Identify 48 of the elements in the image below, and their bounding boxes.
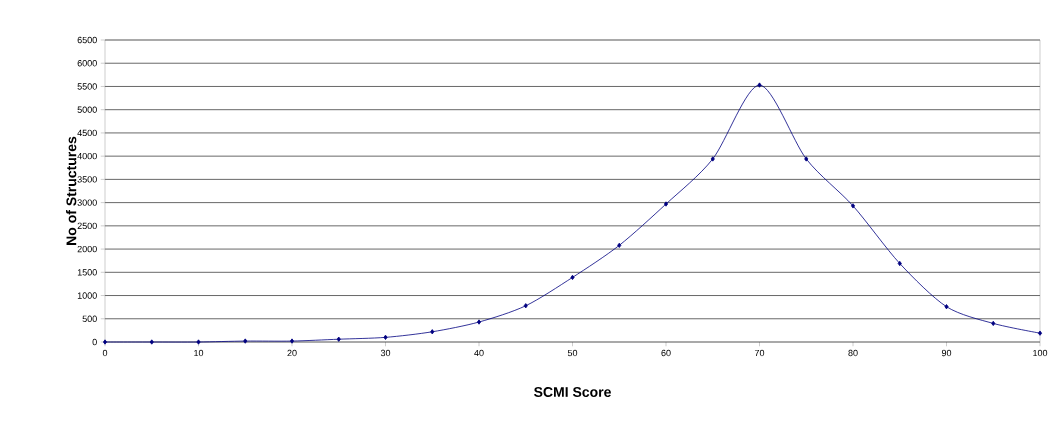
point (897, 260, 902, 267)
point (850, 203, 856, 209)
y-tick-label: 1000 (77, 292, 97, 299)
point (196, 339, 201, 345)
x-tick-label: 0 (102, 349, 108, 357)
point (757, 82, 762, 88)
point (991, 320, 996, 327)
y-tick-label: 6000 (77, 60, 97, 67)
point (102, 339, 108, 345)
x-tick-label: 10 (194, 349, 204, 357)
x-tick-label: 40 (474, 349, 484, 357)
x-axis-title: SCMI Score (534, 387, 611, 397)
x-tick-label: 30 (380, 349, 391, 357)
y-tick-label: 3500 (77, 176, 97, 183)
y-tick-label: 2000 (77, 245, 97, 253)
point (663, 201, 669, 207)
y-tick-label: 1500 (77, 269, 97, 276)
point (476, 319, 482, 325)
x-tick-label: 100 (1033, 349, 1048, 357)
y-tick-label: 0 (92, 338, 97, 346)
y-tick-label: 500 (82, 315, 97, 322)
x-tick-label: 60 (661, 349, 671, 357)
x-tick-label: 50 (567, 349, 578, 357)
y-tick-label: 4000 (77, 152, 97, 160)
y-axis-title: No of Structures (66, 136, 77, 245)
point (430, 329, 435, 335)
point (944, 304, 949, 310)
point (149, 339, 154, 345)
y-tick-label: 5500 (77, 83, 97, 90)
x-tick-label: 70 (754, 349, 765, 357)
x-tick-label: 80 (848, 349, 858, 357)
point (383, 334, 388, 340)
point (804, 156, 809, 162)
point (289, 338, 295, 344)
y-tick-label: 3000 (77, 199, 97, 206)
point (710, 156, 715, 162)
y-tick-label: 4500 (77, 129, 97, 137)
y-tick-label: 6500 (77, 36, 97, 44)
point (1037, 330, 1043, 336)
x-tick-label: 90 (941, 349, 952, 357)
y-tick-label: 2500 (77, 222, 97, 230)
point (523, 303, 528, 309)
point (617, 242, 622, 248)
point (570, 274, 575, 281)
point (336, 336, 341, 342)
point (243, 338, 248, 344)
y-tick-label: 5000 (77, 106, 97, 113)
x-tick-label: 20 (287, 349, 297, 357)
